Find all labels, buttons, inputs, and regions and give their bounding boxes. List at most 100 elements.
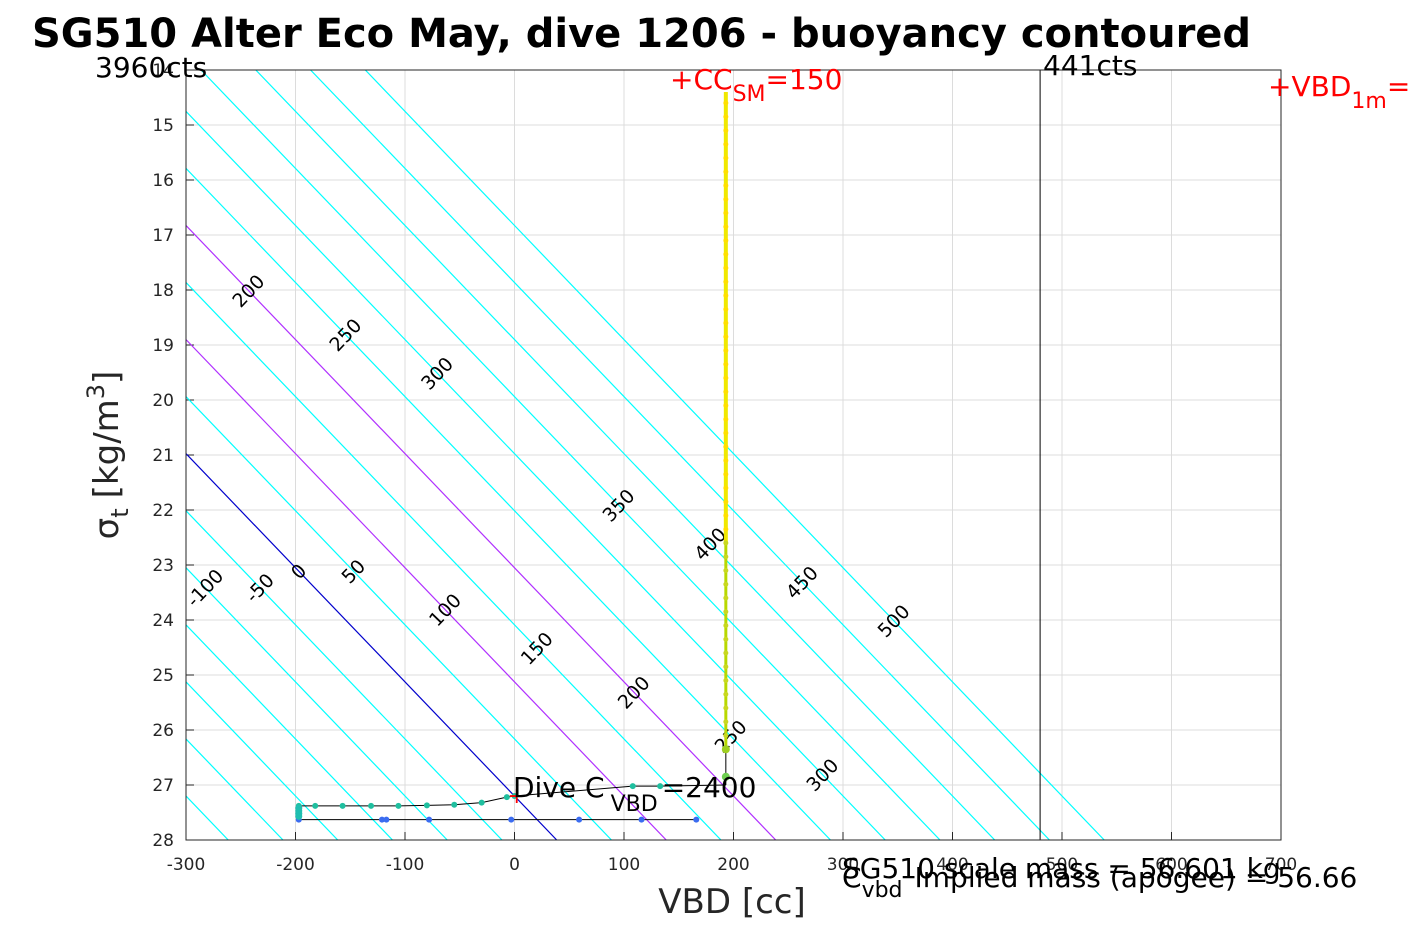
contour-line xyxy=(186,509,503,840)
data-point xyxy=(723,293,729,298)
data-point xyxy=(721,745,730,754)
data-point xyxy=(693,816,700,823)
data-point xyxy=(451,801,458,808)
data-point xyxy=(638,816,645,823)
data-point xyxy=(723,581,729,587)
contour-line xyxy=(186,110,886,840)
data-point xyxy=(723,678,729,683)
x-axis-label: VBD [cc] xyxy=(658,882,806,922)
data-point xyxy=(723,623,729,628)
data-point xyxy=(721,772,730,781)
data-point xyxy=(723,430,729,436)
y-tick-label: 17 xyxy=(152,226,174,246)
data-point xyxy=(723,526,729,532)
data-point xyxy=(629,783,636,790)
right-counts-label: 441cts xyxy=(1043,49,1137,82)
y-tick-label: 27 xyxy=(152,776,174,796)
y-tick-label: 24 xyxy=(152,611,174,631)
chart-title: SG510 Alter Eco May, dive 1206 - buoyanc… xyxy=(32,11,1251,57)
data-point xyxy=(723,155,729,161)
data-point xyxy=(508,816,515,823)
x-tick-label: 0 xyxy=(509,855,520,875)
x-tick-label: 200 xyxy=(717,855,749,875)
y-tick-label: 28 xyxy=(152,831,174,851)
data-point xyxy=(723,224,729,230)
data-point xyxy=(723,650,729,656)
contour-line xyxy=(186,623,393,840)
y-tick-label: 20 xyxy=(152,391,174,411)
data-point xyxy=(312,802,319,809)
data-point xyxy=(723,471,729,477)
data-point xyxy=(723,169,729,175)
data-point xyxy=(723,251,729,257)
y-tick-labels: 14 15 16 17 18 19 20 21 22 23 24 25 26 27 28 xyxy=(152,61,174,851)
data-point xyxy=(723,128,729,133)
cc-sm-annotation: +CCSM=150 xyxy=(670,63,842,107)
contour-line xyxy=(364,70,1105,840)
data-point xyxy=(723,733,729,738)
data-point xyxy=(339,802,346,809)
y-tick-label: 25 xyxy=(152,666,174,686)
data-point xyxy=(503,794,510,801)
data-point xyxy=(723,100,729,106)
y-tick-label: 21 xyxy=(152,446,174,466)
scale-mass-note: SG510 scale mass = 56.601 kg xyxy=(842,852,1281,885)
data-point xyxy=(368,802,375,809)
data-point xyxy=(576,816,583,823)
y-tick-label: 22 xyxy=(152,501,174,521)
data-point xyxy=(723,609,729,615)
data-point xyxy=(723,664,729,670)
x-tick-label: -200 xyxy=(276,855,315,875)
contour-line xyxy=(186,566,448,840)
contour-line xyxy=(0,70,64,840)
data-point xyxy=(723,389,729,395)
y-axis-label: σt[kg/m3] xyxy=(82,371,134,540)
contour-line xyxy=(0,70,9,840)
x-tick-labels: -300 -200 -100 0 100 200 300 400 500 600 700 xyxy=(167,855,1298,875)
implied-mass-note: Cvbd Implied mass (apogee) = 56.66 xyxy=(842,861,1357,903)
data-point xyxy=(723,540,729,546)
y-tick-label: 19 xyxy=(152,336,174,356)
data-point xyxy=(723,513,729,518)
plot-frame xyxy=(185,69,1282,841)
data-point xyxy=(395,802,402,809)
contour-line xyxy=(186,681,339,840)
x-tick-label: -100 xyxy=(386,855,425,875)
data-point xyxy=(657,783,664,790)
data-point xyxy=(723,444,729,450)
data-point xyxy=(723,595,729,601)
data-point xyxy=(723,458,729,463)
data-point xyxy=(723,691,729,697)
data-point xyxy=(379,816,386,823)
y-tick-label: 23 xyxy=(152,556,174,576)
data-point xyxy=(295,812,303,820)
data-point xyxy=(511,793,518,799)
y-tick-label: 18 xyxy=(152,281,174,301)
dive-c-vbd-annotation: Dive CVBD=2400 xyxy=(513,771,756,817)
data-point xyxy=(723,361,729,367)
x-tick-label: 600 xyxy=(1155,855,1187,875)
data-point xyxy=(723,554,729,560)
contour-line xyxy=(186,281,722,840)
data-point xyxy=(723,306,729,312)
data-point xyxy=(723,416,729,422)
data-point xyxy=(723,499,729,505)
y-tick-label: 26 xyxy=(152,721,174,741)
data-point xyxy=(723,320,729,326)
data-points: + xyxy=(295,100,730,823)
x-tick-label: -300 xyxy=(167,855,206,875)
contour-line xyxy=(186,452,558,840)
contour-line xyxy=(186,395,612,840)
left-counts-label: 3960cts xyxy=(95,51,207,84)
contour-line xyxy=(186,338,667,840)
x-tick-label: 700 xyxy=(1265,855,1297,875)
data-point xyxy=(723,375,729,381)
data-point xyxy=(723,705,729,711)
data-point xyxy=(423,802,430,809)
data-point xyxy=(723,114,729,120)
contour-line xyxy=(186,224,777,840)
data-point xyxy=(723,265,729,271)
data-point xyxy=(478,799,485,806)
dive-c-marker: + xyxy=(508,784,526,809)
data-point xyxy=(723,141,729,147)
